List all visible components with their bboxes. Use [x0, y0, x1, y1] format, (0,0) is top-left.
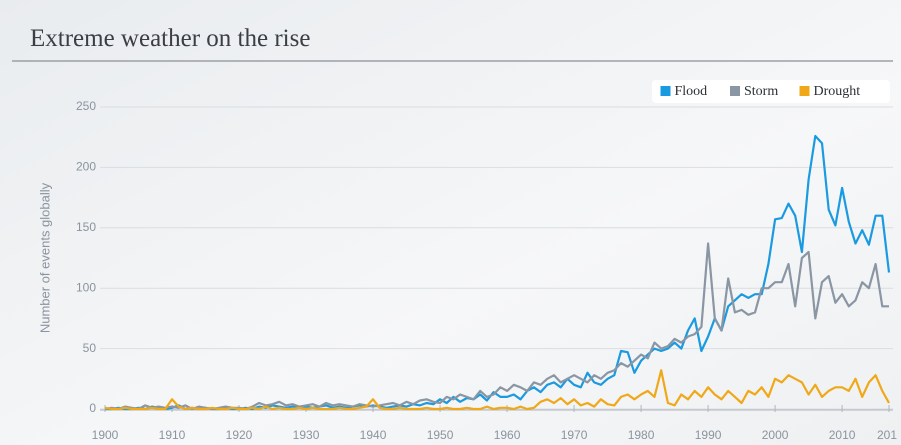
x-tick-label: 1980: [628, 428, 655, 442]
y-tick-label: 200: [76, 160, 96, 174]
x-tick-label: 1940: [360, 428, 387, 442]
legend-swatch: [799, 86, 810, 96]
x-tick-label: 1990: [695, 428, 722, 442]
x-tick-label: 2010: [829, 428, 856, 442]
x-tick-label: 1960: [494, 428, 521, 442]
y-tick-label: 150: [76, 220, 96, 234]
x-tick-label: 1920: [226, 428, 253, 442]
y-tick-label: 250: [76, 99, 96, 113]
legend-label: Storm: [744, 84, 778, 99]
x-tick-label: 1970: [561, 428, 588, 442]
chart-title: Extreme weather on the rise: [30, 25, 310, 52]
legend-swatch: [730, 86, 740, 96]
x-tick-label: 201: [877, 428, 897, 442]
y-tick-label: 0: [89, 401, 96, 415]
y-tick-label: 50: [83, 341, 97, 355]
x-tick-label: 1900: [92, 428, 119, 442]
x-tick-label: 1930: [293, 428, 320, 442]
y-axis-label: Number of events globally: [37, 182, 52, 333]
x-tick-label: 2000: [762, 428, 789, 442]
x-tick-label: 1950: [427, 428, 454, 442]
series-line: [104, 369, 890, 411]
legend-label: Flood: [675, 84, 708, 99]
legend-box: [652, 80, 890, 103]
legend-swatch: [660, 86, 671, 96]
legend-label: Drought: [814, 84, 861, 99]
x-tick-label: 1910: [159, 428, 186, 442]
y-tick-label: 100: [76, 280, 96, 294]
